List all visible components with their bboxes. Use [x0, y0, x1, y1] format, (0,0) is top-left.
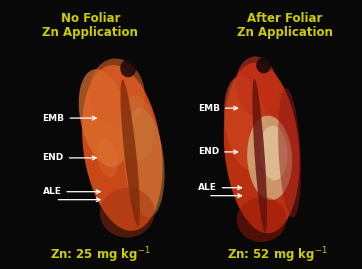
Ellipse shape: [252, 79, 267, 233]
Ellipse shape: [97, 138, 118, 178]
Text: EMB: EMB: [42, 114, 96, 123]
Ellipse shape: [100, 188, 155, 238]
Ellipse shape: [120, 59, 136, 77]
Ellipse shape: [247, 116, 292, 200]
Text: Zn: 25 mg kg$^{-1}$: Zn: 25 mg kg$^{-1}$: [50, 246, 151, 265]
Text: Zn Application: Zn Application: [237, 26, 333, 39]
Ellipse shape: [236, 56, 278, 116]
Text: END: END: [42, 153, 96, 162]
Text: No Foliar: No Foliar: [60, 12, 120, 25]
Ellipse shape: [237, 197, 287, 242]
Text: Zn: 52 mg kg$^{-1}$: Zn: 52 mg kg$^{-1}$: [227, 246, 328, 265]
Ellipse shape: [224, 76, 268, 170]
Ellipse shape: [256, 57, 271, 73]
Ellipse shape: [90, 59, 145, 128]
Ellipse shape: [224, 63, 300, 233]
Ellipse shape: [121, 80, 140, 226]
Ellipse shape: [124, 108, 165, 217]
Ellipse shape: [260, 126, 288, 180]
Text: ALE: ALE: [42, 187, 100, 196]
Ellipse shape: [278, 88, 301, 217]
Text: ALE: ALE: [198, 183, 241, 192]
Text: After Foliar: After Foliar: [247, 12, 322, 25]
Ellipse shape: [119, 96, 155, 160]
Text: Zn Application: Zn Application: [42, 26, 138, 39]
Ellipse shape: [79, 69, 130, 167]
Ellipse shape: [82, 65, 163, 231]
Text: END: END: [198, 147, 237, 156]
Text: EMB: EMB: [198, 104, 237, 113]
